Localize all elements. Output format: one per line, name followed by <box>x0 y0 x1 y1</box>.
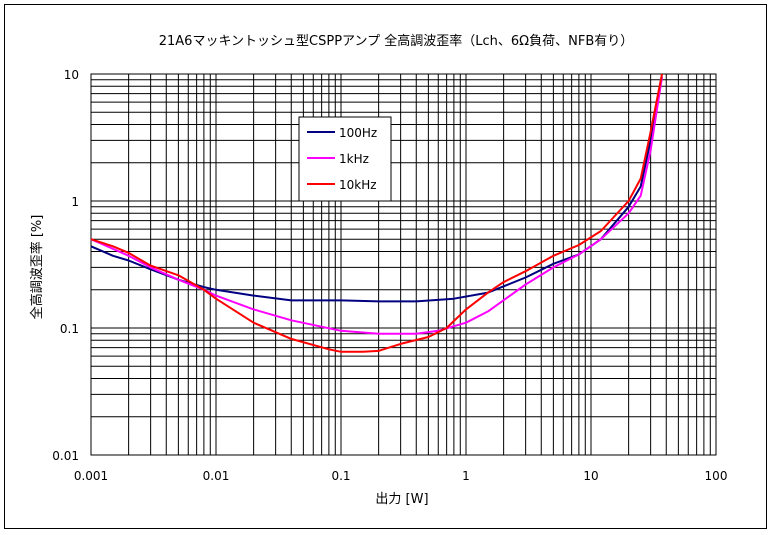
y-tick-label: 0.1 <box>60 322 79 336</box>
x-tick-label: 0.1 <box>331 469 350 483</box>
y-tick-label: 0.01 <box>52 449 79 463</box>
x-axis-label: 出力 [W] <box>375 492 428 507</box>
x-tick-label: 0.001 <box>74 469 108 483</box>
legend-label: 1kHz <box>339 152 369 166</box>
x-tick-label: 100 <box>705 469 728 483</box>
legend-label: 100Hz <box>339 126 377 140</box>
y-tick-label: 10 <box>64 68 79 82</box>
chart-frame: 21A6マッキントッシュ型CSPPアンプ 全高調波歪率（Lch、6Ω負荷、NFB… <box>4 4 767 529</box>
x-tick-label: 0.01 <box>203 469 230 483</box>
y-tick-label: 1 <box>71 195 79 209</box>
x-tick-label: 10 <box>583 469 598 483</box>
series-line-10khz <box>90 73 663 353</box>
legend-label: 10kHz <box>339 178 377 192</box>
chart-title: 21A6マッキントッシュ型CSPPアンプ 全高調波歪率（Lch、6Ω負荷、NFB… <box>159 33 634 49</box>
plot-area <box>91 74 716 455</box>
thd-chart: 21A6マッキントッシュ型CSPPアンプ 全高調波歪率（Lch、6Ω負荷、NFB… <box>29 33 728 507</box>
x-tick-label: 1 <box>462 469 470 483</box>
plot-border <box>90 73 717 456</box>
series-line-1khz <box>90 76 663 335</box>
y-axis-label: 全高調波歪率 [%] <box>29 215 45 320</box>
